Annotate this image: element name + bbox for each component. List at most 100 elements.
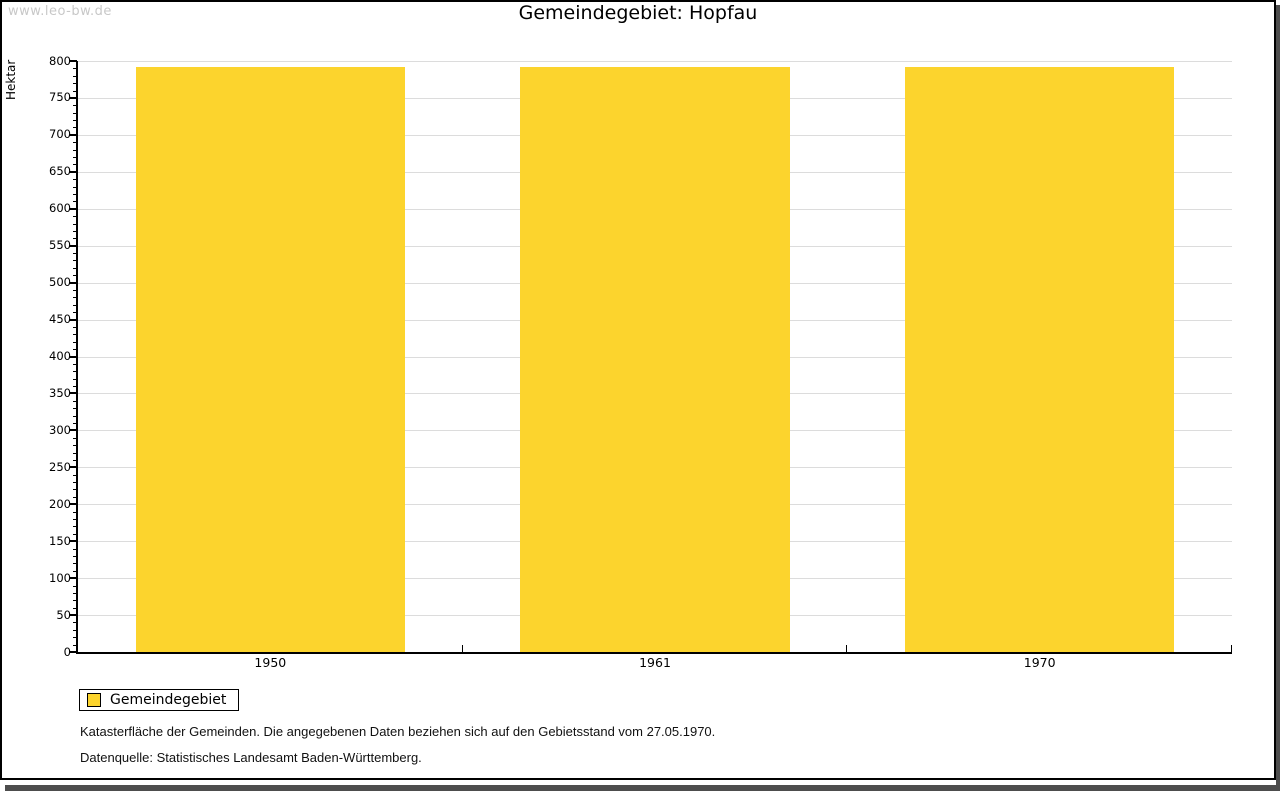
y-minor-tick [73, 534, 78, 535]
y-major-tick [69, 577, 77, 579]
y-minor-tick [73, 482, 78, 483]
x-category-label: 1970 [1023, 655, 1056, 670]
y-tick-label: 650 [49, 164, 71, 179]
y-major-tick [69, 97, 77, 99]
y-minor-tick [73, 489, 78, 490]
y-minor-tick [73, 600, 78, 601]
y-minor-tick [73, 76, 78, 77]
y-minor-tick [73, 608, 78, 609]
y-minor-tick [73, 549, 78, 550]
plot-area [76, 61, 1232, 654]
y-tick-label: 250 [49, 459, 71, 474]
x-axis-tick [1231, 645, 1232, 652]
footnote-source-note: Katasterfläche der Gemeinden. Die angege… [80, 724, 716, 739]
y-tick-label: 550 [49, 238, 71, 253]
y-minor-tick [73, 224, 78, 225]
y-major-tick [69, 282, 77, 284]
y-minor-tick [73, 460, 78, 461]
y-major-tick [69, 466, 77, 468]
y-minor-tick [73, 238, 78, 239]
y-major-tick [69, 614, 77, 616]
y-minor-tick [73, 290, 78, 291]
y-tick-label: 400 [49, 349, 71, 363]
legend-label: Gemeindegebiet [110, 692, 227, 708]
y-major-tick [69, 60, 77, 62]
y-minor-tick [73, 113, 78, 114]
y-minor-tick [73, 91, 78, 92]
y-major-tick [69, 134, 77, 136]
y-minor-tick [73, 327, 78, 328]
y-minor-tick [73, 194, 78, 195]
y-minor-tick [73, 371, 78, 372]
y-minor-tick [73, 342, 78, 343]
x-axis-tick [462, 645, 463, 652]
y-minor-tick [73, 556, 78, 557]
y-minor-tick [73, 305, 78, 306]
y-major-tick [69, 208, 77, 210]
y-tick-label: 0 [63, 644, 71, 659]
x-category-label: 1961 [639, 655, 671, 670]
y-minor-tick [73, 216, 78, 217]
y-minor-tick [73, 645, 78, 646]
y-tick-label: 150 [49, 533, 71, 548]
y-minor-tick [73, 120, 78, 121]
bar-1950 [135, 66, 405, 652]
y-minor-tick [73, 571, 78, 572]
y-axis-title: Hektar [4, 59, 18, 100]
y-minor-tick [73, 260, 78, 261]
y-minor-tick [73, 512, 78, 513]
gridline [78, 61, 1232, 62]
y-minor-tick [73, 408, 78, 409]
y-minor-tick [73, 386, 78, 387]
y-major-tick [69, 245, 77, 247]
y-minor-tick [73, 231, 78, 232]
y-major-tick [69, 171, 77, 173]
y-major-tick [69, 651, 77, 653]
watermark: www.leo-bw.de [8, 4, 112, 19]
y-minor-tick [73, 253, 78, 254]
y-minor-tick [73, 497, 78, 498]
y-tick-label: 700 [49, 127, 71, 142]
y-tick-label: 450 [49, 312, 71, 327]
y-minor-tick [73, 475, 78, 476]
y-minor-tick [73, 334, 78, 335]
y-major-tick [69, 503, 77, 505]
y-tick-label: 50 [56, 607, 71, 622]
frame-shadow-bottom [5, 785, 1280, 791]
y-minor-tick [73, 179, 78, 180]
y-minor-tick [73, 157, 78, 158]
y-minor-tick [73, 563, 78, 564]
bar-1961 [520, 66, 790, 652]
frame-shadow-right [1276, 5, 1280, 791]
y-minor-tick [73, 142, 78, 143]
x-category-label: 1950 [254, 655, 287, 670]
y-minor-tick [73, 268, 78, 269]
chart-title: Gemeindegebiet: Hopfau [518, 2, 758, 24]
y-tick-label: 350 [49, 385, 71, 400]
y-minor-tick [73, 438, 78, 439]
y-major-tick [69, 319, 77, 321]
y-minor-tick [73, 105, 78, 106]
y-minor-tick [73, 364, 78, 365]
y-minor-tick [73, 349, 78, 350]
y-tick-label: 750 [49, 90, 71, 105]
y-minor-tick [73, 68, 78, 69]
y-minor-tick [73, 586, 78, 587]
y-minor-tick [73, 593, 78, 594]
y-minor-tick [73, 519, 78, 520]
y-minor-tick [73, 187, 78, 188]
legend: Gemeindegebiet [79, 689, 240, 711]
y-minor-tick [73, 150, 78, 151]
y-major-tick [69, 392, 77, 394]
y-minor-tick [73, 201, 78, 202]
x-axis-tick [846, 645, 847, 652]
y-minor-tick [73, 297, 78, 298]
y-minor-tick [73, 401, 78, 402]
y-minor-tick [73, 622, 78, 623]
y-minor-tick [73, 423, 78, 424]
y-tick-label: 300 [49, 422, 71, 437]
y-tick-label: 100 [49, 570, 71, 585]
y-tick-label: 600 [49, 201, 71, 216]
y-minor-tick [73, 379, 78, 380]
